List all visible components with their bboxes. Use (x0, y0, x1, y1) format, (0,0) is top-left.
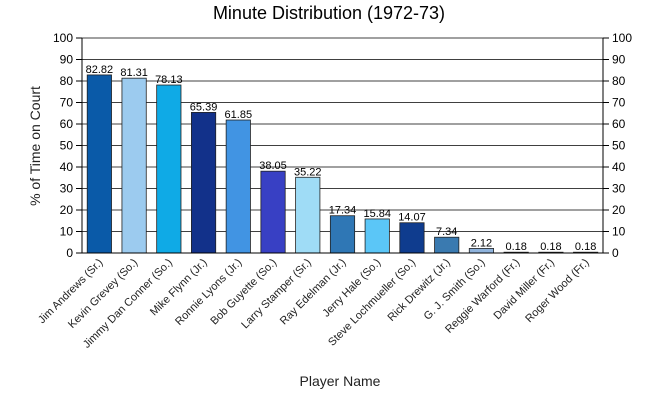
category-label: David Miller (Fr.) (491, 257, 557, 323)
bar (86, 74, 112, 254)
y-axis-left-ticks: 0 10 20 30 40 50 60 70 80 90 100 (53, 31, 82, 260)
y-tick-label-right: 70 (612, 96, 626, 110)
y-tick-label-left: 100 (53, 31, 73, 45)
y-tick-label-left: 40 (60, 160, 74, 174)
bar (121, 77, 147, 254)
data-label: 0.18 (540, 241, 561, 253)
data-label: 2.12 (471, 237, 492, 249)
y-tick-label-right: 50 (612, 139, 626, 153)
data-label: 35.22 (294, 166, 322, 178)
y-tick-label-left: 80 (60, 74, 74, 88)
category-label: Bob Guyette (So.) (208, 257, 279, 328)
data-label: 81.31 (120, 67, 148, 79)
data-label: 15.84 (363, 208, 391, 220)
bar (295, 176, 321, 254)
data-label: 14.07 (398, 212, 426, 224)
category-label: Roger Wood (Fr.) (523, 257, 591, 325)
y-tick-label-left: 20 (60, 203, 74, 217)
y-tick-label-left: 10 (60, 225, 74, 239)
data-label: 7.34 (436, 226, 457, 238)
category-label: Jim Andrews (Sr.) (36, 257, 105, 326)
y-tick-label-right: 40 (612, 160, 626, 174)
x-axis-label: Player Name (300, 373, 381, 389)
bar (191, 112, 217, 254)
bar (329, 215, 356, 254)
data-label: 0.18 (575, 241, 596, 253)
y-tick-label-right: 60 (612, 117, 626, 131)
y-tick-label-right: 100 (612, 31, 632, 45)
data-labels: 82.82 81.31 78.13 65.39 61.85 38.05 35.22 17.34… (86, 64, 597, 253)
bar (156, 84, 182, 254)
y-tick-label-right: 90 (612, 53, 626, 67)
data-label: 38.05 (259, 160, 287, 172)
data-label: 0.18 (505, 241, 526, 253)
bars (86, 74, 599, 254)
y-tick-label-left: 50 (60, 139, 74, 153)
data-label: 78.13 (155, 74, 183, 86)
data-label: 61.85 (225, 109, 253, 121)
y-tick-label-left: 60 (60, 117, 74, 131)
data-label: 82.82 (86, 64, 114, 76)
bar (260, 170, 286, 254)
y-tick-label-left: 30 (60, 182, 74, 196)
data-label: 65.39 (190, 101, 218, 113)
y-tick-label-left: 90 (60, 53, 74, 67)
y-tick-label-left: 70 (60, 96, 74, 110)
y-tick-label-left: 0 (66, 246, 73, 260)
bar (434, 236, 460, 254)
bar (399, 222, 425, 254)
bar (364, 218, 390, 254)
y-tick-label-right: 30 (612, 182, 626, 196)
category-label: Rick Drewitz (Jr.) (386, 257, 453, 324)
x-axis-tick-labels: Jim Andrews (Sr.)Kevin Grevey (So.)Jimmy… (36, 257, 592, 351)
category-label: G. J. Smith (So.) (422, 257, 488, 323)
y-axis-right-ticks: 0 10 20 30 40 50 60 70 80 90 100 (603, 31, 632, 260)
y-tick-label-right: 80 (612, 74, 626, 88)
category-label: Ray Edelman (Jr.) (278, 257, 349, 328)
chart-title: Minute Distribution (1972-73) (213, 3, 445, 23)
bar (225, 119, 251, 254)
data-label: 17.34 (329, 205, 357, 217)
y-tick-label-right: 10 (612, 225, 626, 239)
y-tick-label-right: 0 (612, 246, 619, 260)
y-tick-label-right: 20 (612, 203, 626, 217)
y-axis-label: % of Time on Court (27, 86, 43, 206)
